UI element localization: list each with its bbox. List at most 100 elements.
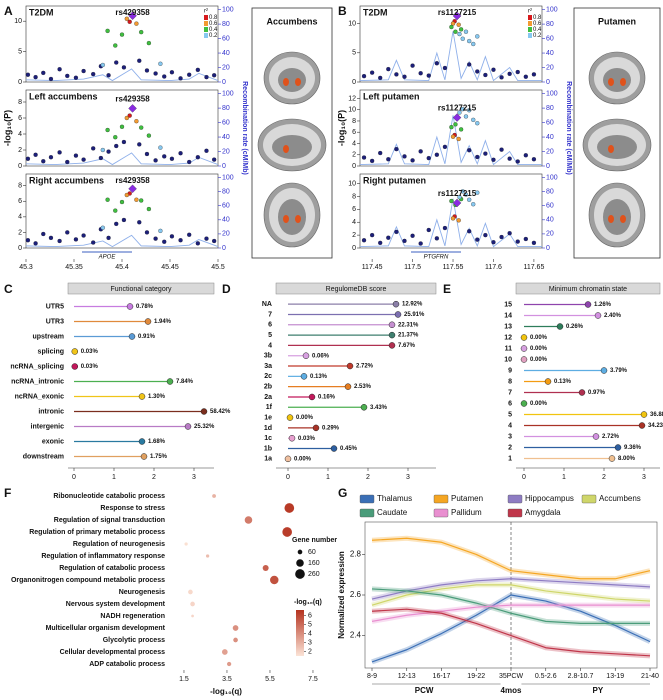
x-tick-label: 1.5 — [179, 676, 189, 683]
legend-label: 0.4 — [533, 27, 542, 33]
plot-frame — [25, 5, 219, 83]
x-tick-label: 19-22 — [467, 673, 485, 680]
category-label: downstream — [23, 453, 64, 460]
y2-tick-label: 80 — [222, 105, 230, 112]
category-label: 13 — [504, 323, 512, 330]
y-tick-label: 2 — [18, 147, 22, 154]
value-label: 2.53% — [354, 384, 372, 390]
lollipop-head — [600, 367, 608, 374]
lead-snp — [452, 198, 462, 208]
value-label: 34.23% — [648, 423, 663, 429]
snp-point — [507, 156, 512, 161]
category-label: 1 — [508, 455, 512, 462]
value-label: 58.42% — [210, 409, 231, 415]
y-tick-label: 12 — [348, 95, 356, 102]
snp-point — [460, 189, 465, 194]
snp-annotation: rs1127215 — [438, 104, 477, 113]
lollipop-head — [520, 400, 528, 407]
x-tick-label: 0 — [72, 474, 76, 481]
y2-tick-label: 20 — [222, 231, 230, 238]
snp-point — [100, 62, 105, 68]
value-label: 0.00% — [530, 335, 548, 341]
snp-point — [467, 62, 472, 67]
snp-point — [169, 70, 175, 75]
plot-title: Right putamen — [363, 175, 426, 185]
x-tick-label: 117.5 — [404, 264, 421, 271]
color-tick-label: 6 — [308, 612, 312, 619]
snp-point — [475, 121, 480, 126]
y2-tick-label: 20 — [546, 148, 554, 155]
period-label: PCW — [415, 686, 434, 695]
color-tick-label: 4 — [308, 630, 312, 637]
y2-tick-label: 0 — [546, 79, 550, 86]
snp-point — [453, 122, 458, 127]
snp-point — [410, 63, 415, 68]
x-tick-label: 45.4 — [115, 264, 129, 271]
x-tick-label: 35PCW — [499, 673, 524, 680]
snp-point — [57, 238, 62, 244]
y2-tick-label: 60 — [222, 203, 230, 210]
line — [371, 588, 650, 624]
snp-point — [153, 158, 158, 163]
snp-point — [144, 230, 150, 235]
legend-swatch — [359, 508, 375, 518]
y2-tick-label: 0 — [222, 245, 226, 252]
snp-point — [158, 145, 163, 150]
snp-point — [475, 69, 480, 74]
lead-snp — [128, 104, 137, 113]
snp-annotation: rs1127215 — [438, 189, 477, 198]
snp-point — [418, 149, 423, 154]
snp-point — [119, 32, 125, 37]
category-label: ncRNA_intronic — [11, 378, 64, 385]
snp-point — [33, 74, 38, 80]
y2-tick-label: 40 — [546, 50, 554, 57]
value-label: 2.72% — [356, 364, 374, 370]
color-tick-label: 2 — [308, 648, 312, 655]
lollipop-head — [640, 411, 648, 418]
recombination-line — [25, 68, 219, 82]
y-tick-label: 4 — [352, 219, 356, 226]
snp-annotation: rs1127215 — [438, 8, 477, 17]
value-label: 2.72% — [602, 434, 620, 440]
bubble — [244, 516, 253, 524]
gene-label: PTGFRN — [424, 255, 449, 261]
lollipop-head — [388, 342, 396, 349]
legend-label: Hippocampus — [525, 494, 574, 503]
y-tick-label: 8 — [352, 193, 356, 200]
size-legend-dot — [296, 559, 304, 567]
snp-point — [457, 31, 462, 37]
y-tick-label: 8 — [18, 183, 22, 190]
snp-point — [48, 76, 54, 82]
lollipop-head — [166, 378, 174, 385]
y2-tick-label: 100 — [222, 6, 234, 13]
lollipop-head — [200, 408, 208, 415]
lollipop-head — [286, 414, 294, 421]
snp-point — [515, 69, 520, 75]
legend-label: Caudate — [377, 508, 408, 517]
category-label: 1e — [264, 414, 272, 421]
snp-point — [105, 197, 110, 202]
y-tick-label: 5 — [18, 48, 22, 55]
snp-point — [402, 154, 407, 159]
x-tick-label: 0.5-2.6 — [535, 673, 557, 680]
lollipop-head — [140, 453, 148, 460]
category-label: NA — [262, 301, 272, 308]
value-label: 21.37% — [398, 333, 419, 339]
snp-point — [146, 206, 152, 212]
category-label: Regulation of catabolic process — [59, 565, 165, 572]
panel-label: B — [338, 4, 347, 18]
legend-swatch — [204, 21, 208, 26]
category-label: 7 — [268, 311, 272, 318]
snp-point — [369, 158, 375, 164]
lollipop-head — [584, 301, 592, 308]
snp-point — [98, 155, 104, 161]
snp-point — [491, 67, 496, 72]
x-tick-label: 16-17 — [433, 673, 451, 680]
brain-region — [295, 215, 301, 223]
lollipop-head — [346, 362, 354, 370]
snp-point — [57, 150, 62, 155]
snp-point — [162, 154, 167, 159]
snp-point — [158, 61, 163, 66]
snp-annotation: rs429358 — [115, 95, 150, 104]
snp-point — [134, 21, 139, 26]
